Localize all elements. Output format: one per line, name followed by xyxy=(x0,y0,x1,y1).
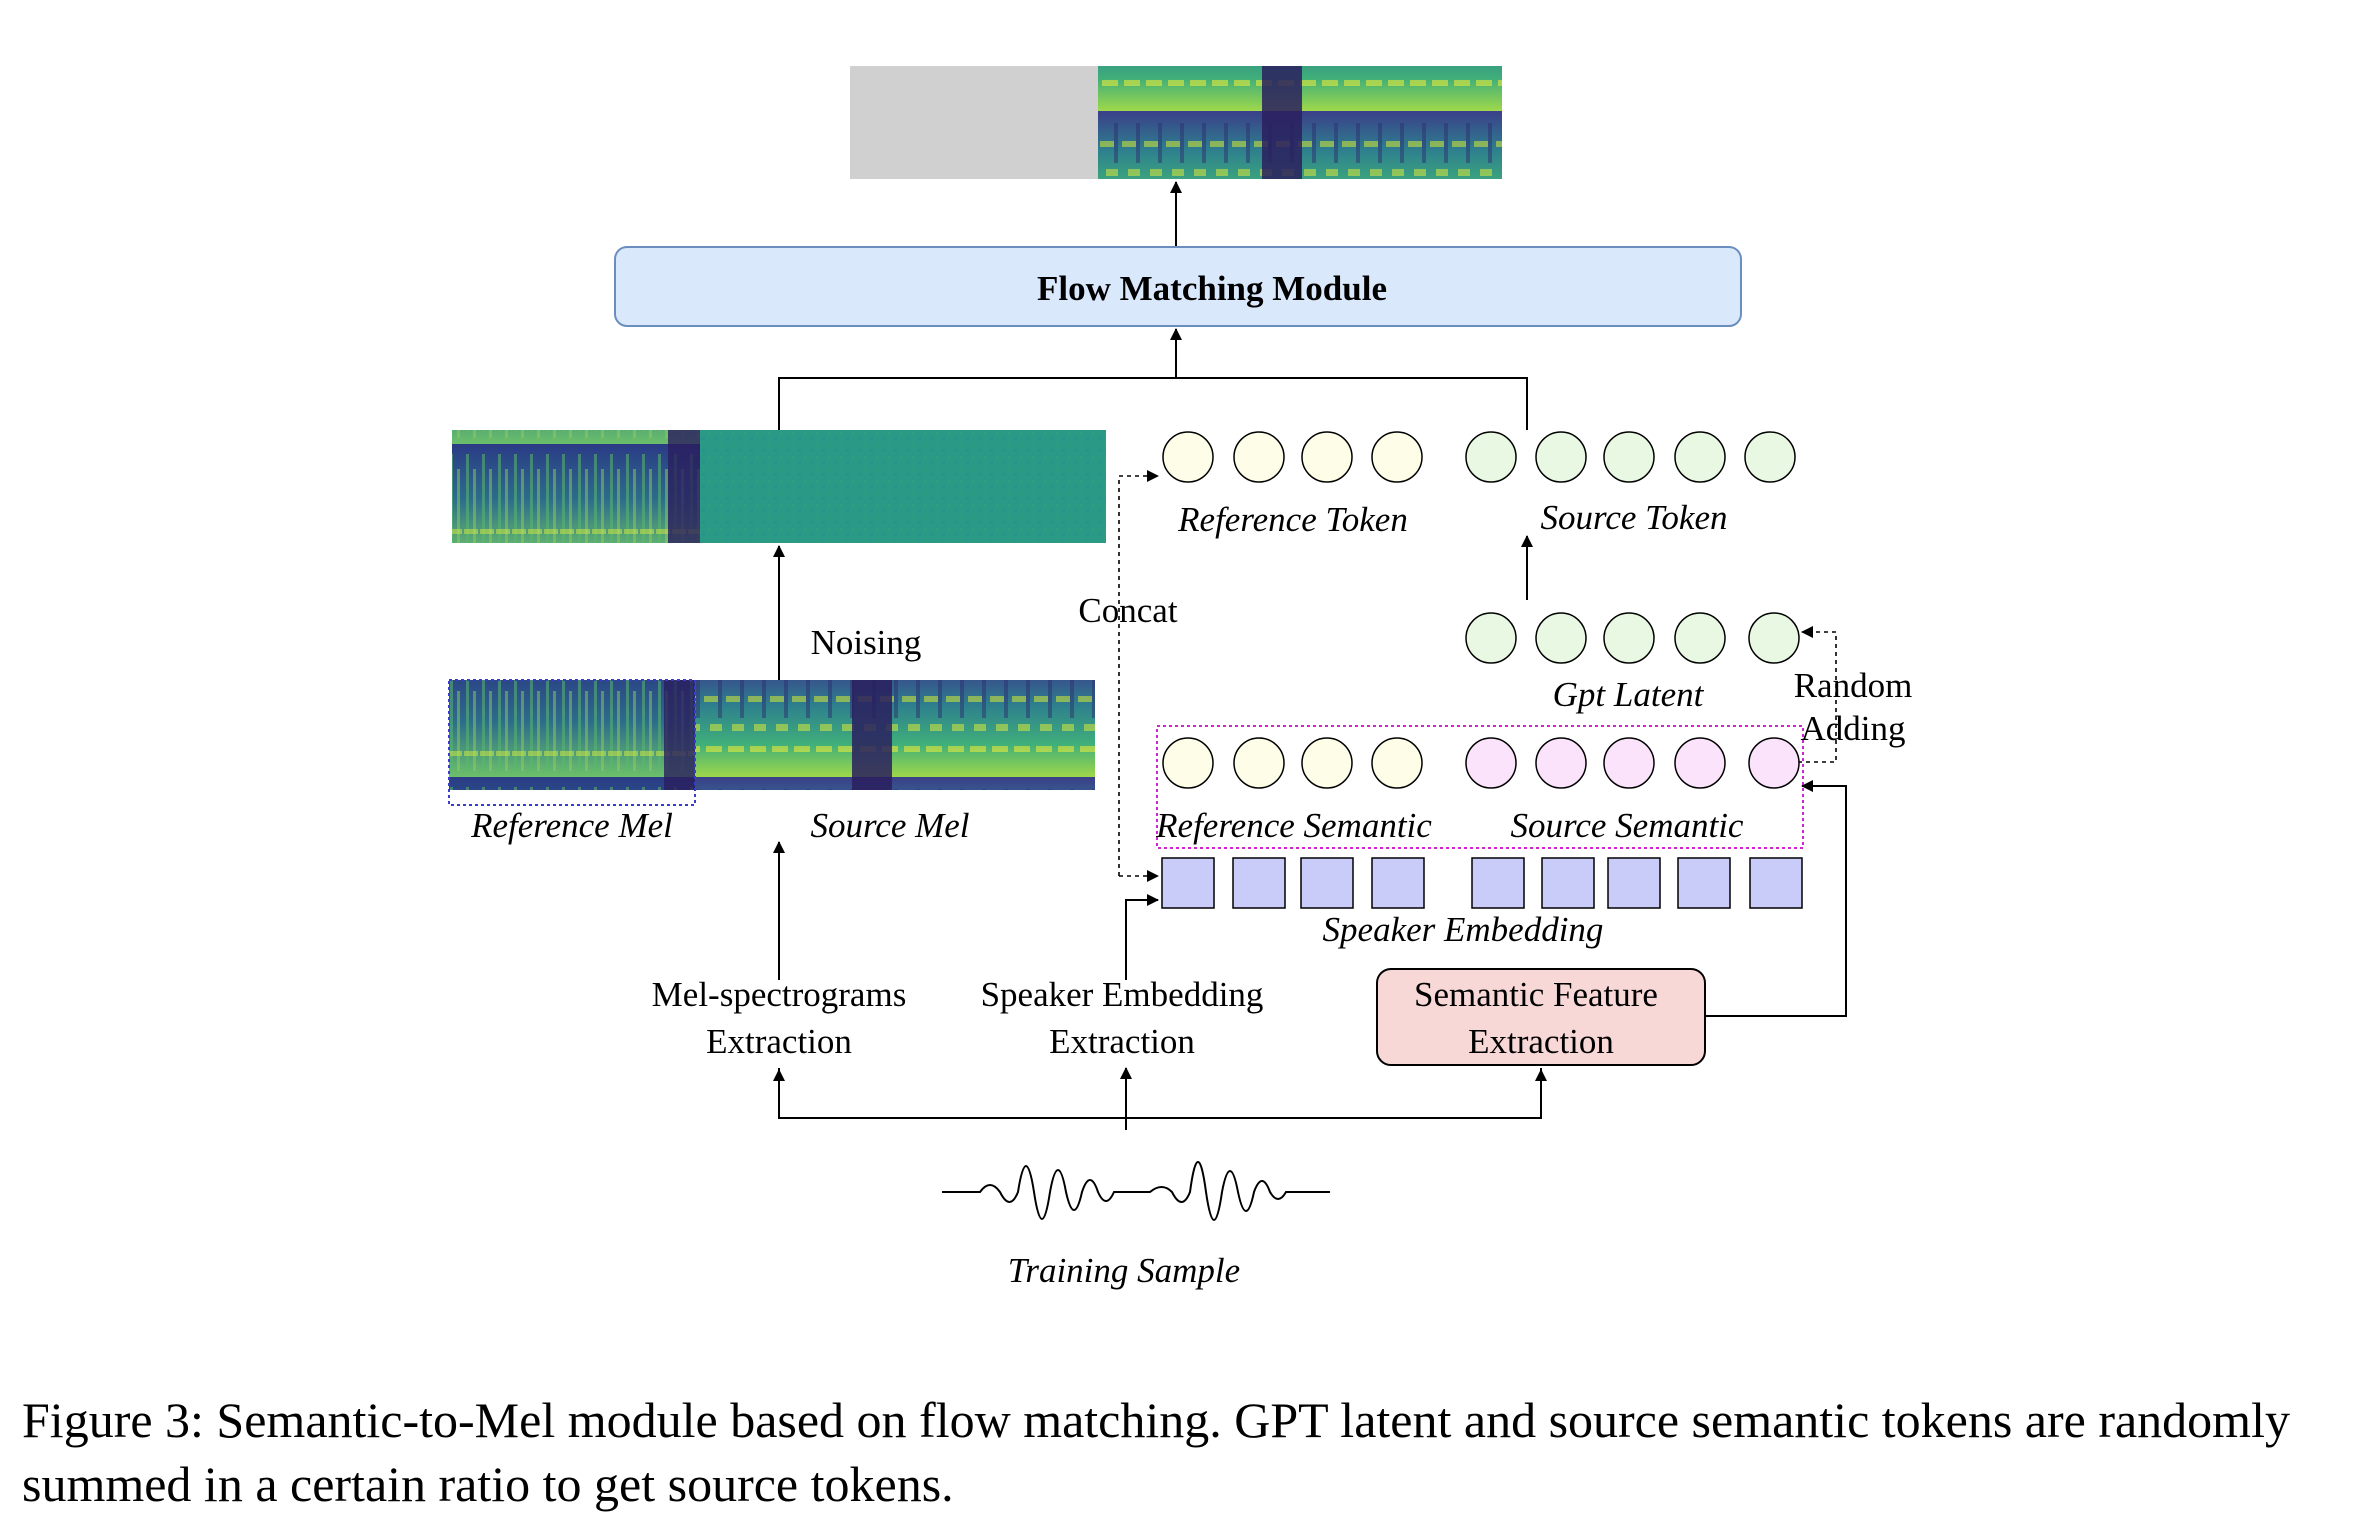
concat-label: Concat xyxy=(1078,591,1177,630)
source-semantic-token xyxy=(1748,737,1800,789)
source-mel xyxy=(695,680,1095,790)
output-mel-spectrogram xyxy=(850,66,1502,179)
gpt-latent-token xyxy=(1748,612,1800,664)
semantic-extraction-label-1: Semantic Feature xyxy=(1414,975,1658,1014)
reference-token xyxy=(1371,431,1423,483)
speaker-embedding-square xyxy=(1607,857,1661,909)
source-token xyxy=(1674,431,1726,483)
source-mel-label: Source Mel xyxy=(810,806,969,845)
noise-region xyxy=(700,430,1106,543)
reference-token xyxy=(1233,431,1285,483)
reference-token-label: Reference Token xyxy=(1177,500,1408,539)
reference-semantic-token xyxy=(1301,737,1353,789)
gpt-latent-token xyxy=(1465,612,1517,664)
gpt-latent-token xyxy=(1603,612,1655,664)
reference-semantic-label: Reference Semantic xyxy=(1155,806,1432,845)
gpt-latent-group xyxy=(1465,612,1800,664)
source-semantic-token xyxy=(1465,737,1517,789)
gpt-latent-token xyxy=(1674,612,1726,664)
speaker-embedding-group xyxy=(1161,857,1803,909)
speaker-embedding-square xyxy=(1161,857,1215,909)
source-semantic-token xyxy=(1535,737,1587,789)
semantic-extraction-label-2: Extraction xyxy=(1468,1022,1614,1061)
speaker-embedding-square xyxy=(1232,857,1286,909)
input-mel-spectrogram xyxy=(448,679,1095,806)
source-token-label: Source Token xyxy=(1541,498,1728,537)
noising-label: Noising xyxy=(811,623,922,662)
source-semantic-token xyxy=(1603,737,1655,789)
source-semantic-token xyxy=(1674,737,1726,789)
source-semantic-group xyxy=(1465,737,1800,789)
reference-token xyxy=(1162,431,1214,483)
training-sample-label: Training Sample xyxy=(1008,1251,1240,1290)
reference-semantic-token xyxy=(1371,737,1423,789)
source-token xyxy=(1603,431,1655,483)
mel-extraction-label-2: Extraction xyxy=(706,1022,852,1061)
reference-semantic-token xyxy=(1162,737,1214,789)
noised-reference-part xyxy=(452,430,700,543)
speaker-extraction-label-2: Extraction xyxy=(1049,1022,1195,1061)
random-adding-label-1: Random xyxy=(1794,666,1913,705)
source-token xyxy=(1465,431,1517,483)
figure-caption: Figure 3: Semantic-to-Mel module based o… xyxy=(22,1392,2290,1512)
reference-token-group xyxy=(1162,431,1423,483)
reference-semantic-token xyxy=(1233,737,1285,789)
speaker-extraction-label-1: Speaker Embedding xyxy=(981,975,1264,1014)
speaker-embedding-square xyxy=(1300,857,1354,909)
reference-mel xyxy=(449,680,695,790)
reference-semantic-group xyxy=(1162,737,1423,789)
flow-module-label: Flow Matching Module xyxy=(1037,269,1387,308)
masked-region xyxy=(850,66,1098,179)
flow-matching-module: Flow Matching Module xyxy=(614,246,1742,327)
source-semantic-label: Source Semantic xyxy=(1511,806,1744,845)
semantic-feature-extraction-box: Semantic Feature Extraction xyxy=(1376,968,1706,1066)
mel-extraction-label-1: Mel-spectrograms xyxy=(652,975,907,1014)
noised-mel-spectrogram xyxy=(452,430,1106,543)
reference-mel-outline xyxy=(448,679,696,806)
gpt-latent-label: Gpt Latent xyxy=(1553,675,1705,714)
source-token xyxy=(1744,431,1796,483)
speaker-embedding-square xyxy=(1471,857,1525,909)
training-sample-waveform xyxy=(942,1161,1330,1221)
speaker-embedding-label: Speaker Embedding xyxy=(1323,910,1604,949)
source-token xyxy=(1535,431,1587,483)
reference-mel-label: Reference Mel xyxy=(470,806,673,845)
speaker-embedding-square xyxy=(1541,857,1595,909)
speaker-embedding-square xyxy=(1749,857,1803,909)
speaker-embedding-square xyxy=(1677,857,1731,909)
speaker-embedding-square xyxy=(1371,857,1425,909)
reference-token xyxy=(1301,431,1353,483)
source-token-group xyxy=(1465,431,1796,483)
gpt-latent-token xyxy=(1535,612,1587,664)
random-adding-label-2: Adding xyxy=(1801,709,1906,748)
